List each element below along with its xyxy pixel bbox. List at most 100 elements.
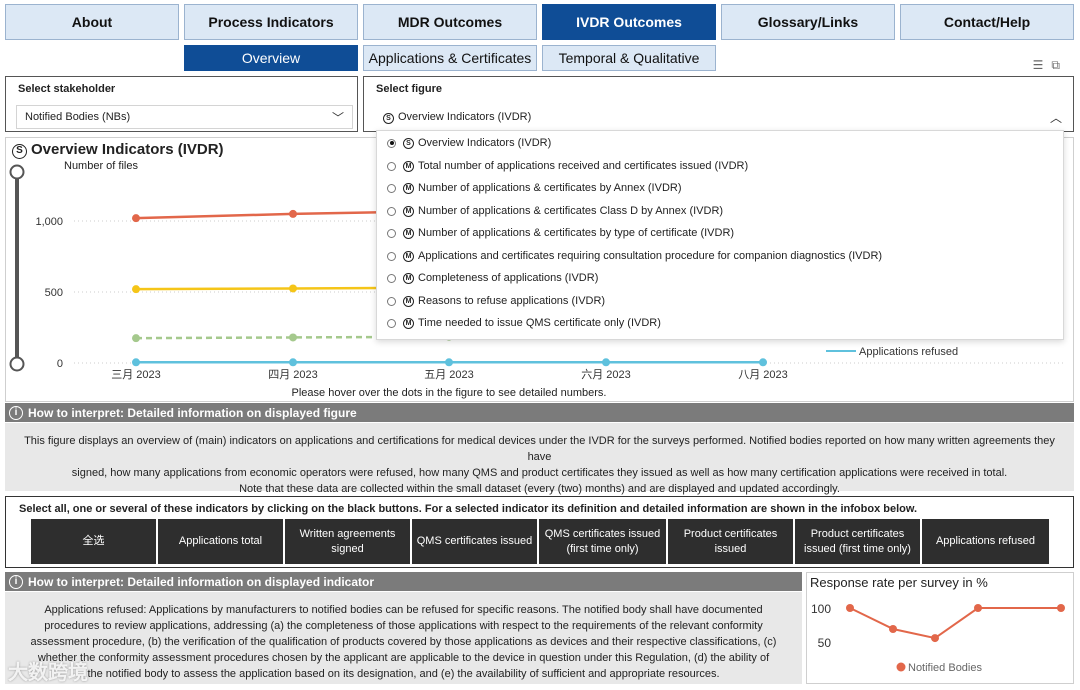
indicator-button[interactable]: Applications total	[158, 519, 283, 564]
figure-dropdown[interactable]: S Overview Indicators (IVDR) ︿	[374, 105, 1071, 129]
chart-title: S Overview Indicators (IVDR)	[12, 141, 224, 159]
figure-label: Select figure	[376, 83, 443, 95]
figure-slicer: Select figure S Overview Indicators (IVDR…	[363, 76, 1074, 132]
x-tick-label: 三月 2023	[111, 369, 161, 381]
radio-icon	[387, 318, 396, 328]
info-icon: i	[9, 574, 23, 589]
info-text: This figure displays an overview of (mai…	[24, 435, 1055, 463]
indicator-button[interactable]: Product certificates issued	[668, 519, 793, 564]
watermark: 大数跨境	[8, 662, 88, 684]
tab-about[interactable]: About	[5, 4, 179, 40]
m-circle-icon: M	[403, 295, 414, 307]
response-rate-chart: 100 50 Notified Bodies	[811, 602, 1065, 674]
info-text: Note that these data are collected withi…	[239, 483, 840, 495]
figure-option[interactable]: M Number of applications & certificates b…	[377, 177, 682, 199]
tab-ivdr-outcomes[interactable]: IVDR Outcomes	[542, 4, 716, 40]
data-point	[846, 604, 854, 612]
figure-info-box: This figure displays an overview of (mai…	[5, 423, 1074, 495]
data-point	[445, 358, 453, 367]
figure-option[interactable]: M Time needed to issue QMS certificate on…	[377, 312, 661, 334]
figure-option[interactable]: M Reasons to refuse applications (IVDR)	[377, 290, 605, 312]
chevron-down-icon: ﹀	[331, 111, 344, 125]
figure-option[interactable]: M Applications and certificates requiring…	[377, 245, 882, 267]
tab-contact-help[interactable]: Contact/Help	[900, 4, 1074, 40]
figure-value: Overview Indicators (IVDR)	[398, 111, 532, 123]
figure-dropdown-list: S Overview Indicators (IVDR) M Total numbe…	[376, 130, 1064, 340]
indicator-button[interactable]: QMS certificates issued (first time only…	[539, 519, 666, 564]
data-point	[289, 209, 297, 218]
stakeholder-dropdown[interactable]: Notified Bodies (NBs) ﹀	[16, 105, 353, 129]
data-point	[132, 358, 140, 367]
m-circle-icon: M	[403, 160, 414, 172]
x-tick-label: 四月 2023	[268, 369, 318, 381]
radio-icon	[387, 183, 396, 193]
legend-label: Notified Bodies	[908, 662, 982, 674]
figure-option[interactable]: M Number of applications & certificates b…	[377, 222, 734, 244]
figure-option[interactable]: M Completeness of applications (IVDR)	[377, 267, 598, 289]
hover-hint: Please hover over the dots in the figure…	[292, 387, 607, 399]
info-text: procedures to review applications, addre…	[44, 620, 763, 632]
s-circle-icon: S	[403, 137, 414, 149]
stakeholder-value: Notified Bodies (NBs)	[25, 111, 131, 123]
m-circle-icon: M	[403, 317, 414, 329]
info-icon: i	[9, 405, 23, 420]
y-tick-label: 0	[57, 358, 63, 370]
data-point	[289, 358, 297, 367]
indicator-button[interactable]: Applications refused	[922, 519, 1049, 564]
radio-selected-icon	[387, 138, 396, 148]
chevron-up-icon: ︿	[1049, 111, 1062, 125]
radio-icon	[387, 228, 396, 238]
subtab-applications-certificates[interactable]: Applications & Certificates	[363, 45, 537, 71]
tab-mdr-outcomes[interactable]: MDR Outcomes	[363, 4, 537, 40]
range-slider-handle	[9, 356, 25, 372]
y-tick-label: 1,000	[35, 216, 63, 228]
figure-option[interactable]: M Total number of applications received a…	[377, 155, 748, 177]
info-text: signed, how many applications from econo…	[71, 467, 1008, 479]
info-text: assessment procedure, (b) the verificati…	[30, 636, 777, 648]
data-point	[289, 284, 297, 293]
s-circle-icon: S	[12, 144, 27, 159]
figure-option[interactable]: M Number of applications & certificates C…	[377, 200, 723, 222]
data-point	[132, 214, 140, 223]
m-circle-icon: M	[403, 182, 414, 194]
data-point	[289, 333, 297, 342]
stakeholder-slicer: Select stakeholder Notified Bodies (NBs)…	[5, 76, 358, 132]
y-tick-label: 50	[818, 636, 832, 650]
focus-mode-icon[interactable]: ⧉	[1051, 58, 1068, 72]
radio-icon	[387, 251, 396, 261]
select-all-button[interactable]: 全选	[31, 519, 156, 564]
response-line	[849, 607, 1061, 640]
response-rate-title: Response rate per survey in %	[810, 575, 988, 590]
subtab-overview[interactable]: Overview	[184, 45, 358, 71]
legend-label: Applications refused	[859, 346, 958, 358]
indicator-selector: Select all, one or several of these indi…	[5, 496, 1074, 568]
indicator-button[interactable]: QMS certificates issued	[412, 519, 537, 564]
indicator-selector-label: Select all, one or several of these indi…	[19, 503, 918, 515]
info-text: the notified body to assess the applicat…	[87, 668, 720, 680]
data-point	[759, 358, 767, 367]
figure-option[interactable]: S Overview Indicators (IVDR)	[377, 132, 551, 154]
tab-glossary-links[interactable]: Glossary/Links	[721, 4, 895, 40]
m-circle-icon: M	[403, 205, 414, 217]
indicator-button[interactable]: Written agreements signed	[285, 519, 410, 564]
indicator-button[interactable]: Product certificates issued (first time …	[795, 519, 920, 564]
info-text: whether the conformity assessment proced…	[37, 652, 770, 664]
data-point	[1057, 604, 1065, 612]
filter-icon[interactable]: ☰	[1032, 58, 1052, 72]
m-circle-icon: M	[403, 250, 414, 262]
range-slider-handle	[9, 164, 25, 180]
data-point	[602, 358, 610, 367]
radio-icon	[387, 206, 396, 216]
subtab-temporal-qualitative[interactable]: Temporal & Qualitative	[542, 45, 716, 71]
m-circle-icon: M	[403, 227, 414, 239]
radio-icon	[387, 161, 396, 171]
info-text: Applications refused: Applications by ma…	[44, 604, 763, 616]
radio-icon	[387, 296, 396, 306]
x-tick-label: 五月 2023	[424, 369, 474, 381]
data-point	[889, 625, 897, 633]
data-point	[132, 334, 140, 343]
indicator-info-header: i How to interpret: Detailed information …	[5, 572, 802, 591]
tab-process-indicators[interactable]: Process Indicators	[184, 4, 358, 40]
data-point	[974, 604, 982, 612]
m-circle-icon: M	[403, 272, 414, 284]
